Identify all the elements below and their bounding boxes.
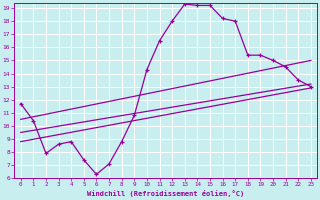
X-axis label: Windchill (Refroidissement éolien,°C): Windchill (Refroidissement éolien,°C) xyxy=(87,190,244,197)
